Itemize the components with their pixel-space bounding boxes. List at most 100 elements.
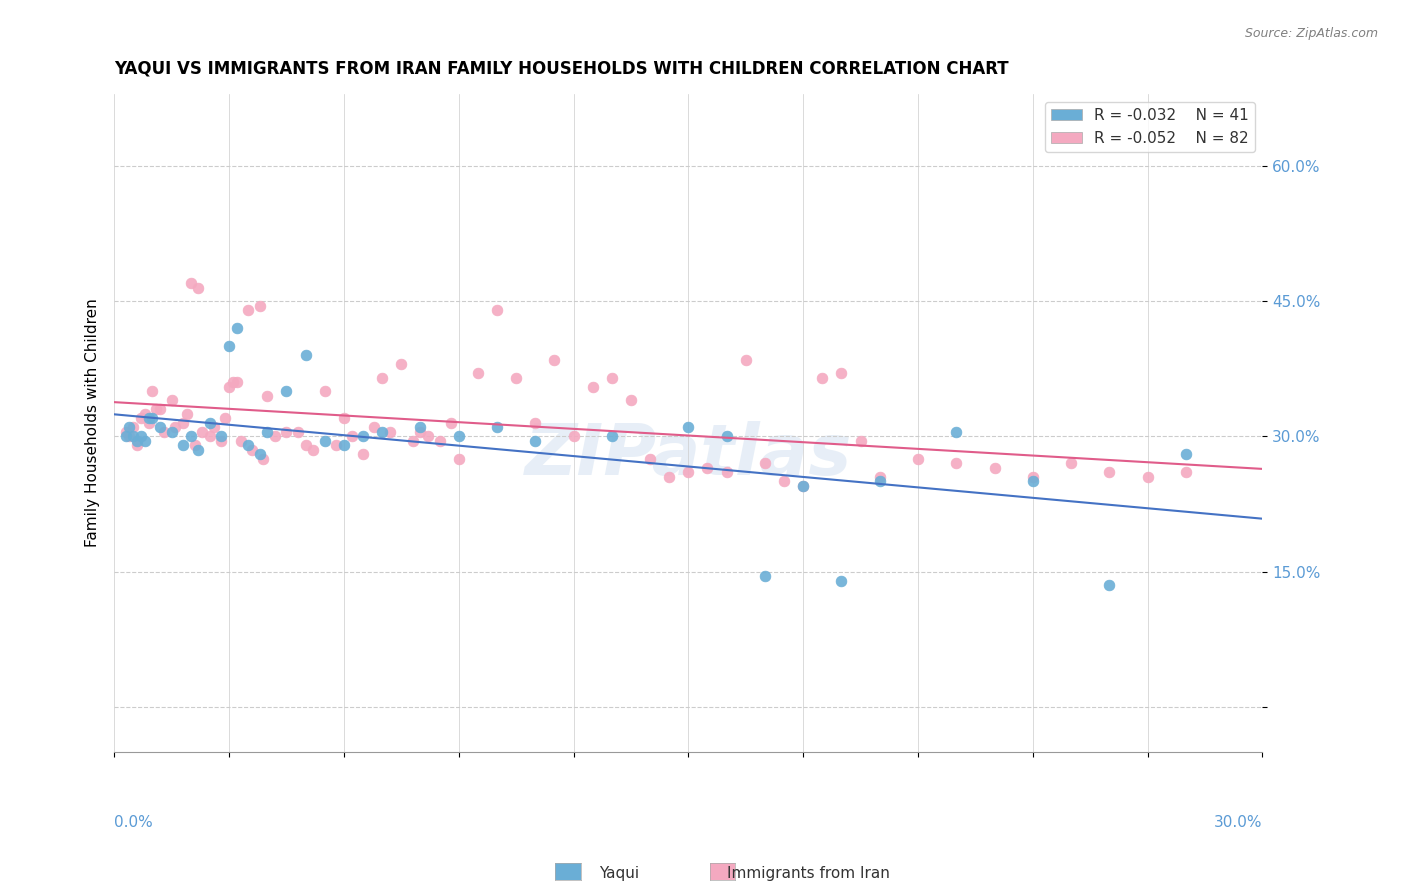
Point: [1174, 466, 1197, 480]
Point: [1022, 470, 1045, 484]
Point: [141, 411, 163, 425]
Point: [371, 371, 394, 385]
Point: [485, 420, 508, 434]
Point: [754, 457, 776, 471]
Point: [183, 438, 205, 452]
Point: [314, 384, 336, 399]
Text: ZIPatlas: ZIPatlas: [524, 421, 852, 491]
Point: [333, 411, 356, 425]
Point: [160, 425, 183, 439]
Point: [134, 434, 156, 448]
Point: [352, 448, 374, 462]
Point: [127, 438, 149, 452]
Point: [638, 452, 661, 467]
Point: [118, 420, 141, 434]
Point: [773, 475, 796, 489]
Point: [276, 384, 298, 399]
Point: [172, 438, 194, 452]
Point: [141, 384, 163, 399]
Point: [678, 466, 700, 480]
Point: [447, 452, 470, 467]
Point: [678, 420, 700, 434]
Point: [1098, 578, 1121, 592]
Point: [209, 434, 232, 448]
Point: [256, 425, 278, 439]
Point: [1174, 448, 1197, 462]
Point: [187, 442, 209, 457]
Point: [524, 416, 547, 430]
Legend: R = -0.032    N = 41, R = -0.052    N = 82: R = -0.032 N = 41, R = -0.052 N = 82: [1045, 102, 1254, 152]
Point: [129, 411, 152, 425]
Point: [600, 371, 623, 385]
Point: [716, 429, 738, 443]
Point: [754, 569, 776, 583]
Point: [276, 425, 298, 439]
Text: YAQUI VS IMMIGRANTS FROM IRAN FAMILY HOUSEHOLDS WITH CHILDREN CORRELATION CHART: YAQUI VS IMMIGRANTS FROM IRAN FAMILY HOU…: [114, 60, 1010, 78]
Point: [225, 376, 247, 390]
Point: [202, 420, 225, 434]
Point: [149, 420, 172, 434]
Point: [371, 425, 394, 439]
Point: [696, 461, 718, 475]
Point: [114, 425, 136, 439]
Point: [176, 407, 198, 421]
Point: [792, 479, 814, 493]
Point: [600, 429, 623, 443]
Point: [149, 402, 172, 417]
Point: [236, 303, 259, 318]
Point: [127, 434, 149, 448]
Point: [302, 442, 325, 457]
Point: [191, 425, 214, 439]
Point: [218, 380, 240, 394]
Point: [505, 371, 527, 385]
Point: [582, 380, 605, 394]
Point: [429, 434, 451, 448]
Point: [485, 303, 508, 318]
Point: [209, 429, 232, 443]
Point: [389, 358, 412, 372]
Point: [352, 429, 374, 443]
Point: [236, 438, 259, 452]
Point: [830, 574, 852, 588]
Point: [416, 429, 439, 443]
Point: [145, 402, 167, 417]
Point: [830, 367, 852, 381]
Point: [792, 479, 814, 493]
Point: [1060, 457, 1083, 471]
Point: [467, 367, 489, 381]
Point: [129, 429, 152, 443]
Point: [165, 420, 187, 434]
Point: [734, 353, 756, 368]
Point: [187, 281, 209, 295]
Text: Source: ZipAtlas.com: Source: ZipAtlas.com: [1244, 27, 1378, 40]
Point: [333, 438, 356, 452]
Point: [138, 416, 160, 430]
Point: [252, 452, 274, 467]
Point: [172, 416, 194, 430]
Text: Yaqui: Yaqui: [599, 866, 638, 881]
Point: [122, 429, 145, 443]
Point: [180, 429, 202, 443]
Point: [264, 429, 287, 443]
Point: [153, 425, 176, 439]
Point: [249, 448, 271, 462]
Point: [440, 416, 463, 430]
Point: [256, 389, 278, 403]
Point: [1022, 475, 1045, 489]
Point: [294, 349, 316, 363]
Point: [294, 438, 316, 452]
Point: [983, 461, 1005, 475]
Point: [287, 425, 309, 439]
Point: [658, 470, 681, 484]
Point: [198, 416, 221, 430]
Point: [716, 466, 738, 480]
Point: [363, 420, 385, 434]
Point: [229, 434, 252, 448]
Point: [340, 429, 363, 443]
Point: [447, 429, 470, 443]
Point: [402, 434, 425, 448]
Point: [180, 277, 202, 291]
Point: [811, 371, 834, 385]
Y-axis label: Family Households with Children: Family Households with Children: [86, 299, 100, 548]
Point: [543, 353, 565, 368]
